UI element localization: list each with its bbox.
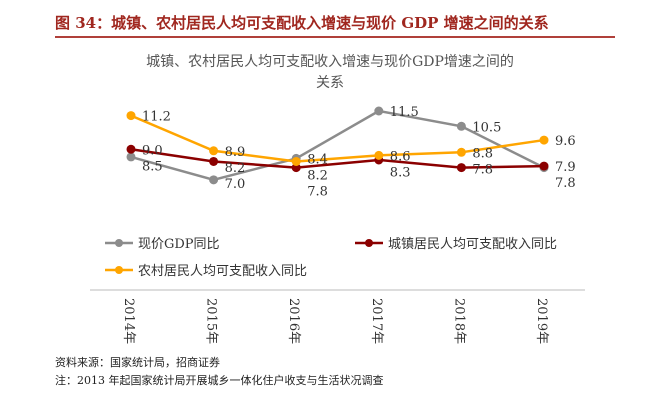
data-point (291, 156, 301, 166)
data-point (209, 175, 219, 185)
data-label: 8.2 (307, 168, 328, 183)
data-label: 7.0 (225, 177, 246, 192)
data-label: 7.8 (307, 184, 328, 199)
x-tick-label: 2019年 (534, 298, 549, 344)
legend-label: 现价GDP同比 (138, 237, 220, 252)
data-label: 7.9 (555, 160, 576, 175)
legend-marker (365, 239, 373, 247)
x-tick-label: 2018年 (451, 298, 466, 344)
data-point (374, 106, 384, 116)
data-label: 8.4 (307, 152, 328, 167)
data-label: 7.8 (555, 176, 576, 191)
source-text: 资料来源：国家统计局，招商证券 (55, 356, 220, 369)
data-point (209, 156, 219, 166)
data-point (126, 144, 136, 154)
data-label: 8.9 (225, 145, 246, 160)
x-tick-label: 2015年 (204, 298, 219, 344)
data-point (539, 135, 549, 145)
legend-label: 农村居民人均可支配收入同比 (138, 264, 307, 279)
x-tick-label: 2016年 (286, 298, 301, 344)
chart-title-line-1: 城镇、农村居民人均可支配收入增速与现价GDP增速之间的 (146, 54, 514, 70)
data-point (126, 152, 136, 162)
legend-label: 城镇居民人均可支配收入同比 (388, 237, 557, 252)
data-label: 7.8 (472, 162, 493, 177)
data-label: 8.2 (225, 161, 246, 176)
series-line (130, 114, 545, 163)
note-text: 注：2013 年起国家统计局开展城乡一体化住户收支与生活状况调查 (55, 374, 384, 387)
data-label: 8.8 (472, 146, 493, 161)
legend-marker (115, 239, 123, 247)
data-point (374, 150, 384, 160)
data-point (456, 147, 466, 157)
series-line (130, 148, 545, 169)
data-label: 9.0 (142, 143, 163, 158)
legend-marker (115, 266, 123, 274)
data-label: 11.5 (390, 105, 419, 120)
series-line (130, 109, 545, 182)
data-label: 9.6 (555, 134, 576, 149)
data-label: 10.5 (472, 120, 501, 135)
data-point (209, 146, 219, 156)
data-point (539, 161, 549, 171)
data-label: 11.2 (142, 110, 171, 125)
chart-title: 城镇、农村居民人均可支配收入增速与现价GDP增速之间的 关系 (120, 52, 540, 94)
chart-title-line-2: 关系 (316, 75, 344, 91)
data-label: 8.5 (142, 159, 163, 174)
title-rule (55, 36, 615, 38)
x-tick-label: 2017年 (369, 298, 384, 344)
data-point (456, 163, 466, 173)
figure-title: 图 34：城镇、农村居民人均可支配收入增速与现价 GDP 增速之间的关系 (55, 14, 549, 32)
data-point (126, 111, 136, 121)
data-label: 8.3 (390, 165, 411, 180)
x-tick-label: 2014年 (121, 298, 136, 344)
data-label: 8.6 (390, 149, 411, 164)
data-point (456, 121, 466, 131)
